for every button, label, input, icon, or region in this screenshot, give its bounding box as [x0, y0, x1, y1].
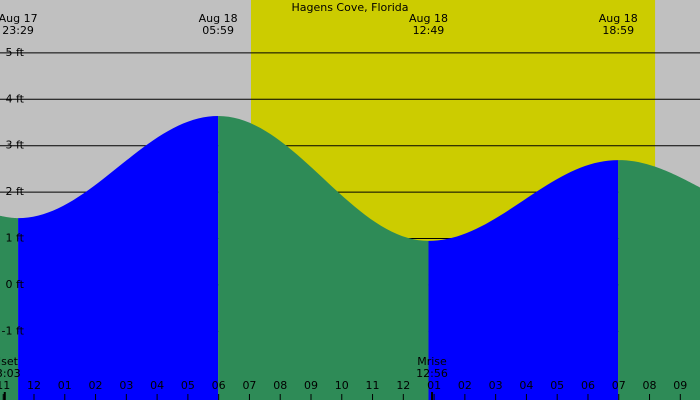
rising-tide [428, 160, 619, 400]
x-tick-label: 04 [150, 379, 164, 392]
y-tick-label: -1 ft [2, 324, 25, 337]
y-tick-label: 5 ft [6, 46, 25, 59]
x-tick-label: 05 [550, 379, 564, 392]
y-tick-label: 1 ft [6, 232, 25, 245]
extreme-date: Aug 17 [0, 12, 38, 25]
x-tick-label: 02 [89, 379, 103, 392]
x-tick-label: 05 [181, 379, 195, 392]
moon-time: 12:56 [416, 367, 448, 380]
x-tick-label: 03 [119, 379, 133, 392]
y-tick-label: 4 ft [6, 92, 25, 105]
extreme-time: 12:49 [413, 24, 445, 37]
extreme-time: 05:59 [202, 24, 234, 37]
x-tick-label: 03 [489, 379, 503, 392]
x-tick-label: 06 [581, 379, 595, 392]
x-tick-label: 07 [242, 379, 256, 392]
x-tick-label: 12 [27, 379, 41, 392]
x-tick-label: 11 [0, 379, 10, 392]
moon-label: Mset [0, 355, 19, 368]
x-tick-label: 08 [643, 379, 657, 392]
chart-title: Hagens Cove, Florida [291, 1, 408, 14]
extreme-date: Aug 18 [599, 12, 638, 25]
x-tick-label: 02 [458, 379, 472, 392]
moon-time: 23:03 [0, 367, 21, 380]
falling-tide [218, 116, 429, 400]
y-tick-label: 0 ft [6, 278, 25, 291]
falling-tide [618, 160, 700, 400]
x-tick-label: 11 [366, 379, 380, 392]
rising-tide [18, 116, 219, 400]
x-tick-label: 01 [58, 379, 72, 392]
x-tick-label: 06 [212, 379, 226, 392]
x-tick-label: 08 [273, 379, 287, 392]
x-tick-label: 10 [335, 379, 349, 392]
x-tick-label: 09 [304, 379, 318, 392]
moon-label: Mrise [417, 355, 447, 368]
extreme-time: 18:59 [602, 24, 634, 37]
x-tick-label: 12 [396, 379, 410, 392]
x-tick-label: 04 [519, 379, 533, 392]
extreme-date: Aug 18 [199, 12, 238, 25]
falling-tide [0, 215, 19, 400]
y-tick-label: 2 ft [6, 185, 25, 198]
x-tick-label: 01 [427, 379, 441, 392]
extreme-date: Aug 18 [409, 12, 448, 25]
x-tick-label: 07 [612, 379, 626, 392]
extreme-time: 23:29 [2, 24, 34, 37]
y-tick-label: 3 ft [6, 139, 25, 152]
x-tick-label: 09 [673, 379, 687, 392]
